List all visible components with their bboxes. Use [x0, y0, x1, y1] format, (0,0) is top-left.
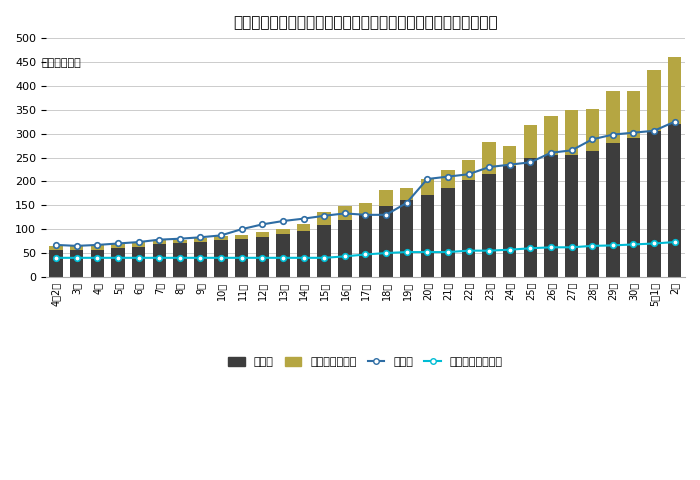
- Bar: [91, 250, 104, 277]
- Bar: [441, 170, 454, 188]
- Bar: [565, 155, 578, 277]
- Bar: [91, 245, 104, 250]
- Bar: [626, 91, 640, 138]
- Bar: [462, 180, 475, 277]
- Bar: [503, 146, 517, 166]
- Bar: [503, 166, 517, 277]
- Bar: [318, 213, 331, 225]
- Bar: [256, 237, 269, 277]
- Bar: [358, 204, 372, 214]
- Bar: [194, 242, 207, 277]
- Bar: [565, 110, 578, 155]
- Bar: [648, 131, 661, 277]
- Bar: [585, 151, 599, 277]
- Bar: [338, 206, 351, 220]
- Bar: [524, 158, 537, 277]
- Bar: [358, 214, 372, 277]
- Bar: [626, 138, 640, 277]
- Bar: [276, 234, 290, 277]
- Bar: [668, 124, 681, 277]
- Bar: [173, 240, 187, 243]
- Bar: [379, 190, 393, 206]
- Legend: 死亡者, 死者（突合中）, 重症者, 重症からの改善者: 死亡者, 死者（突合中）, 重症者, 重症からの改善者: [223, 353, 508, 372]
- Bar: [545, 155, 558, 277]
- Bar: [400, 188, 414, 200]
- Bar: [545, 117, 558, 155]
- Text: （単位：人）: （単位：人）: [42, 58, 82, 68]
- Bar: [648, 70, 661, 131]
- Bar: [111, 248, 125, 277]
- Bar: [297, 224, 310, 230]
- Bar: [173, 243, 187, 277]
- Bar: [400, 200, 414, 277]
- Bar: [235, 235, 248, 239]
- Bar: [585, 109, 599, 151]
- Bar: [421, 195, 434, 277]
- Bar: [338, 220, 351, 277]
- Bar: [132, 242, 146, 247]
- Bar: [318, 225, 331, 277]
- Bar: [482, 142, 496, 174]
- Bar: [50, 250, 63, 277]
- Bar: [153, 240, 166, 244]
- Bar: [214, 240, 228, 277]
- Bar: [421, 180, 434, 195]
- Bar: [606, 143, 620, 277]
- Bar: [132, 247, 146, 277]
- Bar: [235, 239, 248, 277]
- Bar: [256, 232, 269, 237]
- Bar: [441, 188, 454, 277]
- Bar: [379, 206, 393, 277]
- Bar: [668, 57, 681, 124]
- Bar: [70, 246, 83, 250]
- Bar: [482, 174, 496, 277]
- Bar: [111, 243, 125, 248]
- Bar: [70, 250, 83, 277]
- Bar: [524, 125, 537, 158]
- Bar: [462, 160, 475, 180]
- Title: 【日本国内における新型コロナウイルスの死者および重症者数】: 【日本国内における新型コロナウイルスの死者および重症者数】: [233, 15, 498, 30]
- Bar: [153, 244, 166, 277]
- Bar: [276, 228, 290, 234]
- Bar: [606, 91, 620, 143]
- Bar: [214, 236, 228, 240]
- Bar: [50, 246, 63, 250]
- Bar: [297, 230, 310, 277]
- Bar: [194, 238, 207, 242]
